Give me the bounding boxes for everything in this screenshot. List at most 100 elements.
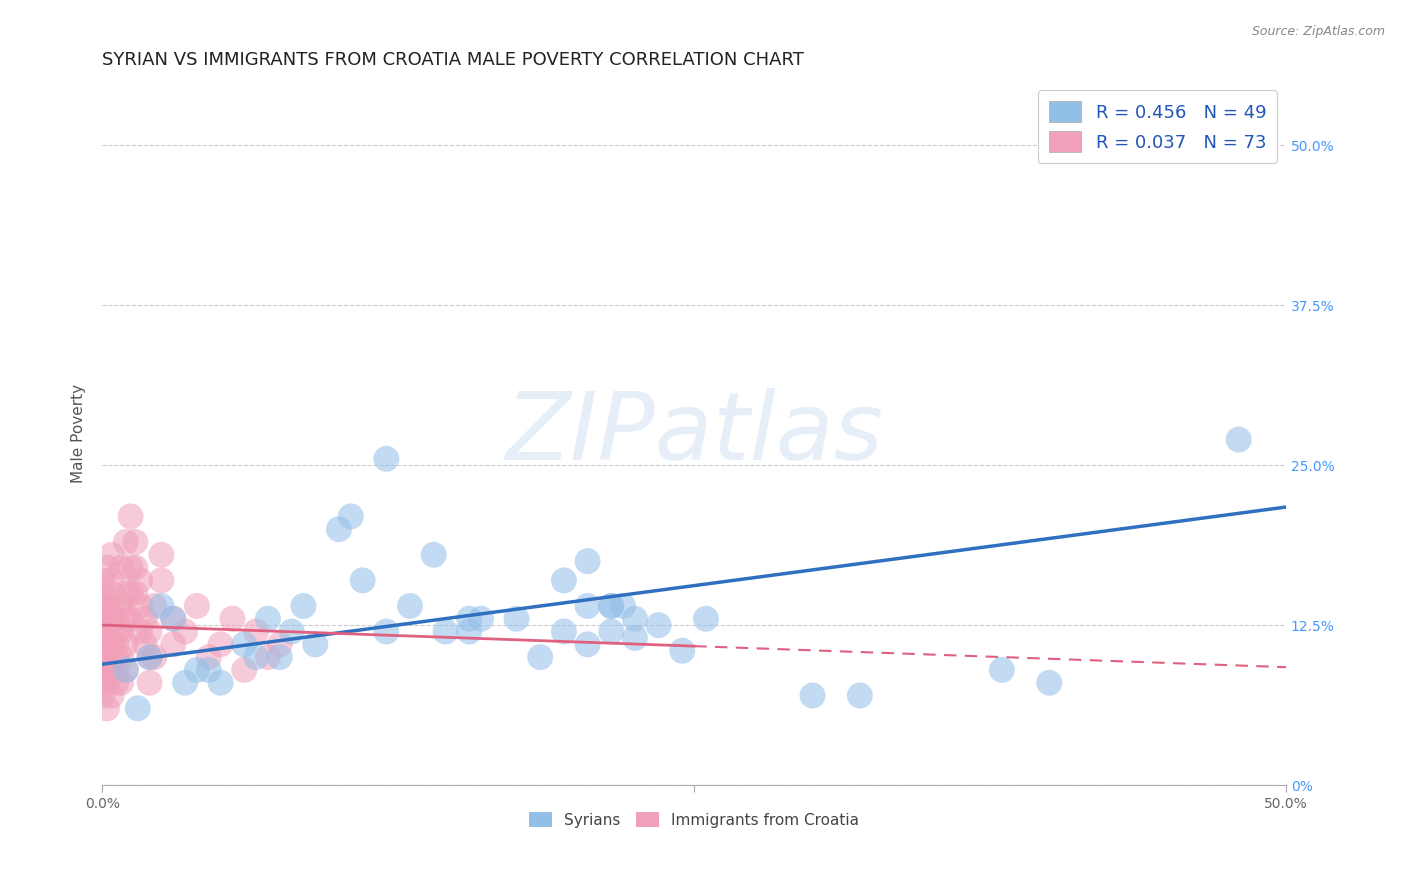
Point — [91, 663, 114, 677]
Point — [96, 650, 118, 665]
Point — [124, 560, 146, 574]
Point — [269, 650, 291, 665]
Point — [110, 624, 132, 639]
Point — [576, 599, 599, 613]
Point — [105, 637, 128, 651]
Point — [197, 663, 219, 677]
Point — [105, 663, 128, 677]
Point — [600, 624, 623, 639]
Point — [801, 689, 824, 703]
Point — [115, 663, 138, 677]
Point — [399, 599, 422, 613]
Point — [120, 586, 142, 600]
Point — [138, 675, 160, 690]
Text: SYRIAN VS IMMIGRANTS FROM CROATIA MALE POVERTY CORRELATION CHART: SYRIAN VS IMMIGRANTS FROM CROATIA MALE P… — [103, 51, 804, 69]
Point — [115, 586, 138, 600]
Point — [150, 574, 173, 588]
Point — [138, 624, 160, 639]
Point — [96, 560, 118, 574]
Point — [422, 548, 444, 562]
Point — [100, 637, 122, 651]
Point — [280, 624, 302, 639]
Point — [124, 586, 146, 600]
Point — [91, 612, 114, 626]
Legend: Syrians, Immigrants from Croatia: Syrians, Immigrants from Croatia — [523, 805, 865, 834]
Point — [505, 612, 527, 626]
Point — [124, 535, 146, 549]
Point — [100, 548, 122, 562]
Point — [529, 650, 551, 665]
Point — [292, 599, 315, 613]
Point — [91, 689, 114, 703]
Point — [110, 675, 132, 690]
Point — [340, 509, 363, 524]
Point — [91, 574, 114, 588]
Point — [96, 612, 118, 626]
Point — [120, 612, 142, 626]
Point — [100, 689, 122, 703]
Point — [134, 637, 156, 651]
Point — [105, 612, 128, 626]
Point — [96, 675, 118, 690]
Point — [134, 612, 156, 626]
Point — [162, 637, 184, 651]
Point — [143, 650, 166, 665]
Point — [647, 618, 669, 632]
Point — [91, 637, 114, 651]
Point — [110, 599, 132, 613]
Point — [600, 599, 623, 613]
Point — [233, 663, 256, 677]
Point — [434, 624, 457, 639]
Point — [174, 624, 197, 639]
Point — [1227, 433, 1250, 447]
Point — [576, 637, 599, 651]
Point — [100, 663, 122, 677]
Point — [129, 599, 152, 613]
Point — [105, 675, 128, 690]
Point — [375, 624, 398, 639]
Point — [96, 663, 118, 677]
Point — [849, 689, 872, 703]
Point — [105, 650, 128, 665]
Point — [127, 701, 149, 715]
Point — [352, 574, 374, 588]
Point — [269, 637, 291, 651]
Point — [91, 675, 114, 690]
Point — [96, 637, 118, 651]
Point — [115, 637, 138, 651]
Point — [91, 650, 114, 665]
Point — [100, 574, 122, 588]
Point — [120, 509, 142, 524]
Point — [91, 599, 114, 613]
Point — [115, 612, 138, 626]
Point — [115, 535, 138, 549]
Point — [600, 599, 623, 613]
Point — [100, 599, 122, 613]
Point — [553, 574, 575, 588]
Point — [96, 599, 118, 613]
Point — [110, 560, 132, 574]
Point — [991, 663, 1014, 677]
Point — [105, 624, 128, 639]
Point — [624, 612, 647, 626]
Point — [209, 675, 232, 690]
Y-axis label: Male Poverty: Male Poverty — [72, 384, 86, 483]
Point — [245, 624, 267, 639]
Point — [375, 451, 398, 466]
Point — [91, 624, 114, 639]
Point — [328, 522, 350, 536]
Point — [458, 612, 481, 626]
Point — [143, 599, 166, 613]
Point — [257, 650, 280, 665]
Point — [138, 650, 160, 665]
Point — [100, 586, 122, 600]
Point — [162, 612, 184, 626]
Point — [576, 554, 599, 568]
Text: ZIPatlas: ZIPatlas — [505, 388, 883, 479]
Point — [197, 650, 219, 665]
Point — [209, 637, 232, 651]
Point — [186, 599, 208, 613]
Point — [129, 624, 152, 639]
Point — [553, 624, 575, 639]
Point — [1204, 138, 1226, 153]
